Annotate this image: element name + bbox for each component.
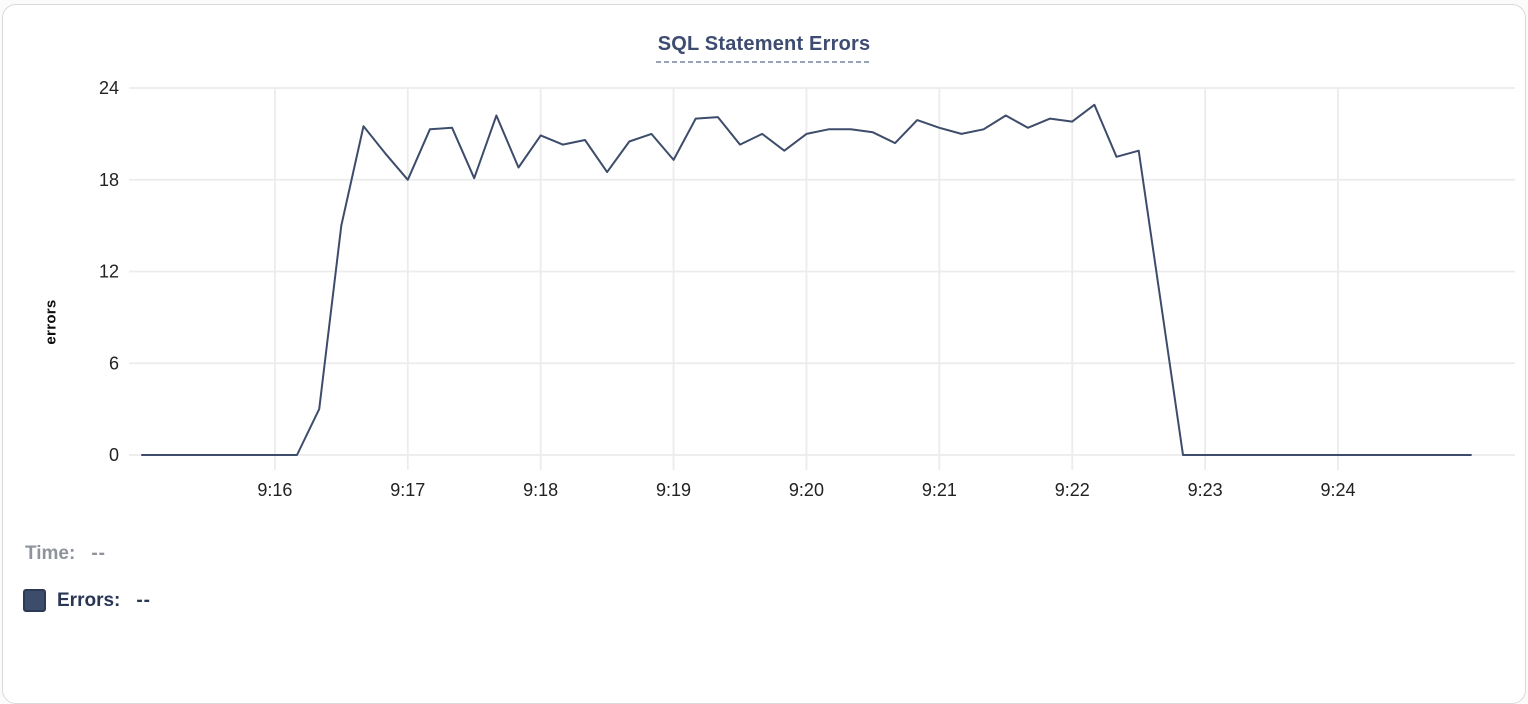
x-tick-label: 9:20 (789, 480, 824, 500)
errors-readout-label: Errors: (57, 589, 121, 611)
chart-header: SQL Statement Errors (3, 33, 1525, 63)
errors-readout: Errors: -- (23, 589, 151, 612)
chart-area: errors 0 6 12 18 24 9:16 9:17 9:18 9:19 9:20 9:21 9… (3, 60, 1527, 505)
x-tick-label: 9:22 (1055, 480, 1090, 500)
series-line-errors (141, 103, 1472, 456)
x-tick-label: 9:24 (1321, 480, 1356, 500)
x-tick-label: 9:23 (1188, 480, 1223, 500)
chart-title[interactable]: SQL Statement Errors (655, 33, 872, 63)
x-tick-label: 9:19 (656, 480, 691, 500)
y-tick-label: 24 (99, 78, 119, 98)
errors-legend-swatch (23, 589, 46, 612)
x-tick-label: 9:16 (257, 480, 292, 500)
errors-readout-value: -- (136, 589, 152, 611)
y-tick-label: 0 (109, 445, 119, 465)
chart-card: SQL Statement Errors errors 0 6 12 18 24 9:16… (2, 4, 1526, 704)
x-tick-label: 9:18 (523, 480, 558, 500)
time-readout-label: Time: (25, 543, 76, 564)
x-tick-label: 9:21 (922, 480, 957, 500)
y-tick-label: 6 (109, 353, 119, 373)
x-tick-label: 9:17 (390, 480, 425, 500)
time-readout: Time: -- (25, 543, 106, 565)
time-readout-value: -- (91, 543, 106, 564)
chart-svg[interactable]: 0 6 12 18 24 9:16 9:17 9:18 9:19 9:20 9:21 9:22 9:23… (3, 60, 1527, 505)
y-tick-label: 18 (99, 170, 119, 190)
y-tick-label: 12 (99, 262, 119, 282)
